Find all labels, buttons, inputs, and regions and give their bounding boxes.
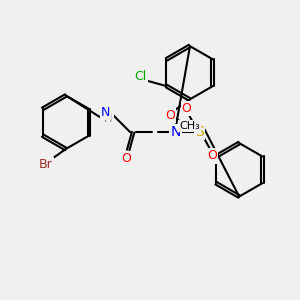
Text: O: O (165, 109, 175, 122)
Text: O: O (208, 149, 218, 162)
Text: S: S (195, 125, 204, 139)
Text: O: O (182, 102, 192, 115)
Text: O: O (121, 152, 131, 165)
Text: N: N (101, 106, 110, 119)
Text: CH₃: CH₃ (179, 121, 200, 131)
Text: Br: Br (39, 158, 53, 171)
Text: H: H (104, 114, 112, 124)
Text: Cl: Cl (135, 70, 147, 83)
Text: N: N (171, 125, 181, 139)
